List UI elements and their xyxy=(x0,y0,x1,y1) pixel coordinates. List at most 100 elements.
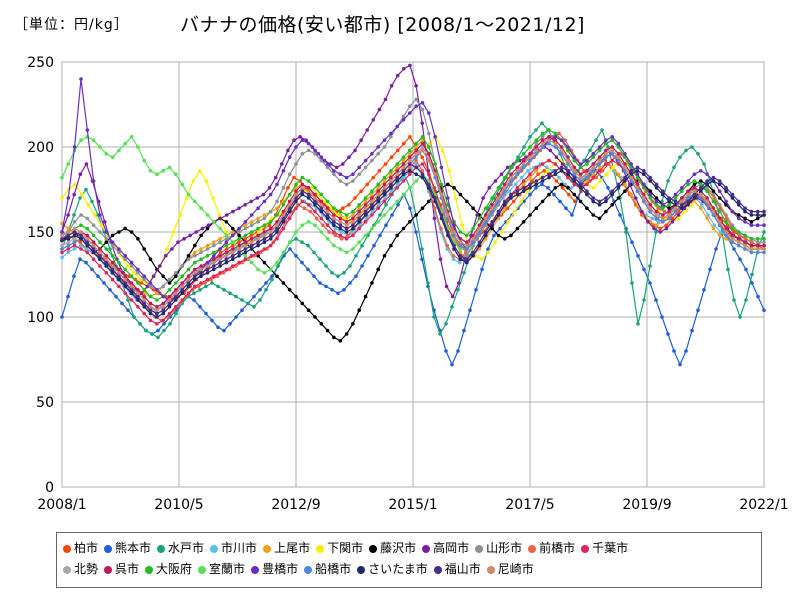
data-point xyxy=(382,254,387,258)
series-line xyxy=(61,129,764,301)
data-point xyxy=(319,216,324,221)
data-point xyxy=(395,179,400,183)
data-point xyxy=(623,179,627,183)
data-point xyxy=(502,186,507,190)
data-point xyxy=(91,243,96,248)
data-point xyxy=(616,172,621,176)
data-point xyxy=(91,179,96,183)
data-point xyxy=(205,277,210,282)
data-point xyxy=(711,179,716,183)
data-point xyxy=(566,186,570,190)
data-point xyxy=(110,240,115,244)
data-point xyxy=(205,264,210,268)
data-point xyxy=(98,264,102,268)
data-point xyxy=(129,264,134,268)
data-point xyxy=(142,305,146,309)
data-point xyxy=(433,162,437,166)
data-point xyxy=(597,169,602,173)
data-point xyxy=(138,322,142,326)
data-point xyxy=(281,213,286,217)
data-point xyxy=(123,257,127,262)
data-point xyxy=(306,179,311,183)
data-point xyxy=(186,291,191,296)
legend-label: 尼崎市 xyxy=(497,562,534,576)
data-point xyxy=(736,240,741,244)
data-point xyxy=(572,182,577,187)
data-point xyxy=(597,199,602,204)
data-point xyxy=(123,254,127,258)
data-point xyxy=(224,230,228,234)
data-point xyxy=(255,196,260,200)
data-point xyxy=(414,104,419,108)
data-point xyxy=(218,264,222,268)
data-point xyxy=(370,189,374,193)
data-point xyxy=(414,213,419,217)
data-point xyxy=(477,216,482,221)
data-point xyxy=(224,250,229,255)
data-point xyxy=(623,189,627,193)
data-point xyxy=(104,254,109,258)
x-tick-label: 2019/9 xyxy=(622,497,671,513)
data-point xyxy=(306,148,311,153)
data-point xyxy=(237,243,241,248)
data-point xyxy=(330,271,334,275)
data-point xyxy=(186,254,191,258)
data-point xyxy=(515,226,520,231)
legend-marker-icon xyxy=(357,566,366,574)
data-point xyxy=(155,311,159,316)
data-point xyxy=(117,230,121,234)
data-point xyxy=(680,206,684,210)
data-point xyxy=(585,158,589,163)
data-point xyxy=(471,240,475,244)
data-point xyxy=(656,220,661,224)
data-point xyxy=(110,233,115,238)
series-福山市 xyxy=(60,162,766,316)
data-point xyxy=(509,165,513,170)
data-point xyxy=(458,230,463,234)
data-point xyxy=(610,203,614,207)
data-point xyxy=(344,226,349,231)
data-point xyxy=(420,257,424,262)
data-point xyxy=(300,260,304,265)
data-point xyxy=(243,243,248,248)
data-point xyxy=(110,243,115,248)
data-point xyxy=(480,257,484,262)
data-point xyxy=(90,267,94,272)
data-point xyxy=(363,233,368,238)
data-point xyxy=(546,186,550,190)
data-point xyxy=(193,243,197,248)
data-point xyxy=(730,209,735,214)
data-point xyxy=(749,223,754,227)
data-point xyxy=(420,169,425,173)
data-point xyxy=(756,294,760,299)
data-point xyxy=(157,264,162,268)
data-point xyxy=(578,179,583,183)
data-point xyxy=(389,155,394,159)
data-point xyxy=(224,240,229,244)
data-point xyxy=(142,294,146,299)
data-point xyxy=(509,233,513,238)
data-point xyxy=(547,158,551,163)
data-point xyxy=(258,288,262,292)
data-point xyxy=(234,294,238,299)
data-point xyxy=(204,311,208,316)
data-point xyxy=(560,186,565,190)
data-point xyxy=(338,247,343,251)
legend-label: 藤沢市 xyxy=(380,541,417,555)
data-point xyxy=(249,223,254,227)
data-point xyxy=(648,206,652,210)
data-point xyxy=(180,274,184,279)
data-point xyxy=(325,206,330,210)
data-point xyxy=(357,172,362,176)
data-point xyxy=(661,189,665,193)
data-point xyxy=(237,250,241,255)
data-point xyxy=(557,131,561,136)
legend-marker-icon xyxy=(104,566,113,574)
legend-marker-icon xyxy=(528,545,537,553)
data-point xyxy=(552,192,556,197)
data-point xyxy=(446,182,450,187)
data-point xyxy=(666,332,670,336)
data-point xyxy=(171,230,176,234)
data-point xyxy=(346,233,350,238)
data-point xyxy=(672,349,676,353)
